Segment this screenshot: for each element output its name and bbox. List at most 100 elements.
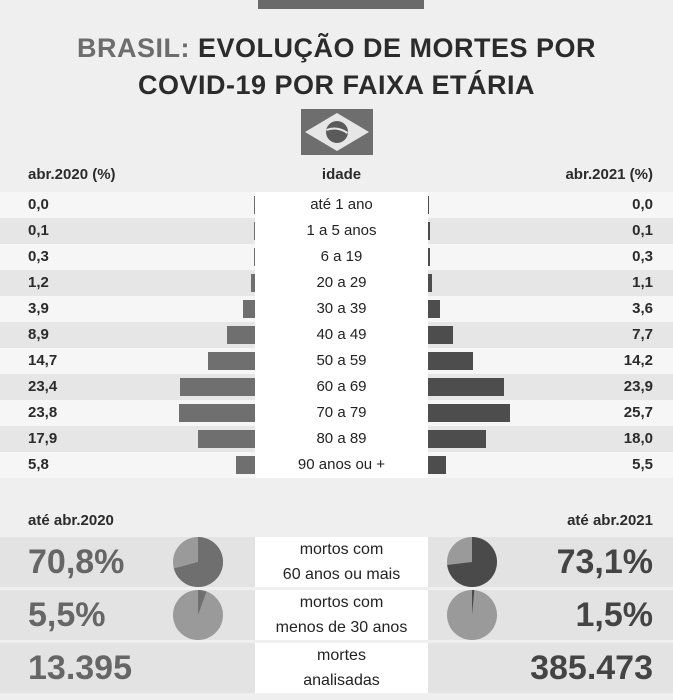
- value-2021: 7,7: [632, 326, 653, 343]
- age-label: 50 a 59: [316, 352, 367, 369]
- age-cell-bg: [255, 322, 428, 348]
- value-2020: 23,8: [28, 404, 58, 421]
- pie-2020: [173, 590, 223, 640]
- summary-left-header: até abr.2020: [28, 512, 114, 529]
- age-label: 80 a 89: [316, 430, 367, 447]
- age-label: 30 a 39: [316, 300, 367, 317]
- bar-2021: [428, 430, 486, 448]
- left-header: abr.2020 (%): [28, 166, 116, 183]
- value-2021: 5,5: [632, 456, 653, 473]
- age-label: 60 a 69: [316, 378, 367, 395]
- age-label: 1 a 5 anos: [306, 222, 377, 239]
- bar-2021: [428, 456, 446, 474]
- value-2020: 0,0: [28, 196, 49, 213]
- summary-label-line2: 60 anos ou mais: [282, 566, 401, 583]
- age-label: 70 a 79: [316, 404, 367, 421]
- title-line1: EVOLUÇÃO DE MORTES POR: [197, 33, 597, 63]
- bar-2020: [178, 404, 255, 422]
- summary-label-line2: analisadas: [303, 672, 380, 689]
- age-cell-bg: [255, 296, 428, 322]
- summary-value-2021: 385.473: [530, 649, 653, 687]
- age-label: 40 a 49: [316, 326, 367, 343]
- summary-right-header: até abr.2021: [567, 512, 653, 529]
- age-label: até 1 ano: [310, 196, 373, 213]
- pie-2021: [447, 537, 498, 587]
- value-2020: 14,7: [28, 352, 58, 369]
- brazil-flag-icon: [301, 109, 373, 155]
- bar-2020: [251, 274, 255, 292]
- summary-label: mortos com 60 anos ou mais: [255, 537, 428, 587]
- value-2021: 23,9: [623, 378, 653, 395]
- bar-2021: [428, 404, 511, 422]
- age-cell-bg: [255, 218, 428, 244]
- summary-value-2020: 13.395: [28, 649, 132, 687]
- age-cell-bg: [255, 374, 428, 400]
- summary-label-line2: menos de 30 anos: [275, 619, 408, 636]
- chart-title: BRASIL: EVOLUÇÃO DE MORTES POR COVID-19 …: [0, 30, 673, 104]
- value-2021: 18,0: [623, 430, 653, 447]
- bar-2020: [180, 378, 255, 396]
- bar-2021: [428, 300, 440, 318]
- value-2020: 1,2: [28, 274, 49, 291]
- pie-slice: [447, 537, 498, 587]
- pie-slice: [472, 590, 475, 615]
- bar-2021: [428, 352, 474, 370]
- bar-2020: [236, 456, 255, 474]
- age-cell-bg: [255, 244, 428, 270]
- value-2020: 5,8: [28, 456, 49, 473]
- value-2021: 1,1: [632, 274, 653, 291]
- summary-label: mortos com menos de 30 anos: [255, 590, 428, 640]
- summary-value-2021: 73,1%: [556, 543, 653, 581]
- value-2021: 0,1: [632, 222, 653, 239]
- pie-2021: [447, 590, 497, 640]
- summary-value-2021: 1,5%: [575, 596, 654, 634]
- value-2020: 3,9: [28, 300, 49, 317]
- bar-2020: [253, 222, 255, 240]
- value-2021: 14,2: [623, 352, 653, 369]
- bar-2021: [428, 248, 430, 266]
- bar-2020: [242, 300, 255, 318]
- bar-2020: [197, 430, 255, 448]
- right-header: abr.2021 (%): [565, 166, 653, 183]
- title-line2: COVID-19 POR FAIXA ETÁRIA: [137, 70, 536, 100]
- summary-label: mortes analisadas: [255, 643, 428, 693]
- value-2020: 17,9: [28, 430, 58, 447]
- bar-2021: [428, 326, 453, 344]
- age-cell-bg: [255, 426, 428, 452]
- bar-2021: [428, 222, 430, 240]
- bar-2020: [226, 326, 255, 344]
- bar-2021: [428, 274, 432, 292]
- age-cell-bg: [255, 452, 428, 478]
- bar-2020: [253, 248, 255, 266]
- age-cell-bg: [255, 400, 428, 426]
- bar-2021: [428, 196, 429, 214]
- value-2020: 0,3: [28, 248, 49, 265]
- top-accent-bar: [258, 0, 424, 9]
- summary-value-2020: 5,5%: [28, 596, 106, 634]
- age-cell-bg: [255, 192, 428, 218]
- summary-label-line1: mortos com: [299, 541, 384, 558]
- title-highlight: BRASIL:: [76, 33, 190, 63]
- age-cell-bg: [255, 348, 428, 374]
- bar-2020: [254, 196, 255, 214]
- summary-label-line1: mortos com: [299, 594, 384, 611]
- value-2020: 23,4: [28, 378, 58, 395]
- value-2021: 0,3: [632, 248, 653, 265]
- summary-label-line1: mortes: [317, 647, 366, 664]
- bar-2021: [428, 378, 505, 396]
- age-label: 20 a 29: [316, 274, 367, 291]
- age-label: 90 anos ou +: [297, 456, 386, 473]
- pie-slice: [173, 537, 224, 587]
- center-header: idade: [321, 166, 362, 183]
- value-2021: 3,6: [632, 300, 653, 317]
- bar-2020: [207, 352, 255, 370]
- value-2021: 0,0: [632, 196, 653, 213]
- pie-slice: [198, 590, 207, 615]
- age-cell-bg: [255, 270, 428, 296]
- pie-2020: [173, 537, 224, 587]
- value-2020: 0,1: [28, 222, 49, 239]
- value-2020: 8,9: [28, 326, 49, 343]
- summary-value-2020: 70,8%: [28, 543, 125, 581]
- age-label: 6 a 19: [320, 248, 363, 265]
- value-2021: 25,7: [623, 404, 653, 421]
